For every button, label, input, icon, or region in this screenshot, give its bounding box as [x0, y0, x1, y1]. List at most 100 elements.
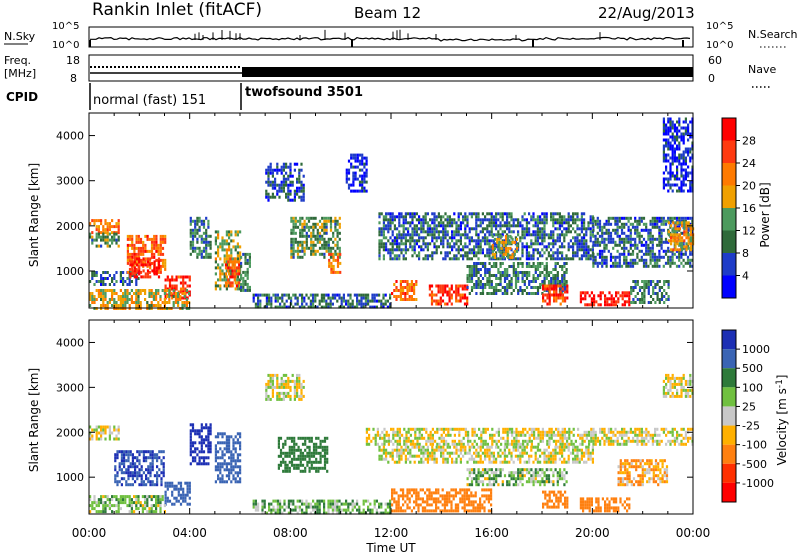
- heatmap-cell: [413, 224, 416, 228]
- heatmap-cell: [307, 246, 311, 250]
- heatmap-cell: [202, 456, 206, 460]
- heatmap-cell: [543, 239, 546, 243]
- heatmap-cell: [230, 456, 233, 460]
- heatmap-cell: [462, 233, 465, 237]
- heatmap-cell: [678, 147, 681, 151]
- heatmap-cell: [497, 230, 500, 234]
- heatmap-cell: [217, 456, 220, 460]
- heatmap-cell: [323, 228, 326, 232]
- heatmap-cell: [380, 242, 383, 246]
- heatmap-cell: [334, 237, 337, 241]
- heatmap-cell: [404, 295, 407, 298]
- heatmap-cell: [398, 212, 401, 216]
- heatmap-cell: [164, 278, 167, 282]
- heatmap-cell: [385, 215, 388, 219]
- heatmap-cell: [683, 224, 686, 228]
- heatmap-cell: [271, 186, 274, 190]
- nsky-tick-bottom: 10^0: [52, 40, 79, 51]
- heatmap-cell: [301, 234, 304, 238]
- heatmap-cell: [631, 237, 635, 241]
- heatmap-cell: [106, 304, 109, 307]
- heatmap-cell: [550, 280, 553, 283]
- heatmap-cell: [334, 225, 337, 229]
- heatmap-cell: [583, 218, 586, 222]
- heatmap-cell: [400, 239, 403, 243]
- heatmap-cell: [393, 283, 396, 286]
- heatmap-cell: [669, 171, 672, 175]
- heatmap-cell: [459, 233, 462, 237]
- heatmap-cell: [541, 218, 544, 222]
- heatmap-cell: [171, 484, 174, 488]
- heatmap-cell: [563, 286, 566, 289]
- heatmap-cell: [672, 236, 675, 240]
- heatmap-cell: [122, 280, 125, 283]
- heatmap-cell: [144, 243, 147, 247]
- heatmap-cell: [670, 233, 673, 237]
- heatmap-cell: [550, 218, 553, 222]
- heatmap-cell: [607, 216, 610, 220]
- heatmap-cell: [131, 471, 134, 475]
- heatmap-cell: [530, 233, 533, 237]
- heatmap-cell: [404, 233, 407, 237]
- heatmap-cell: [466, 296, 469, 300]
- heatmap-cell: [629, 261, 632, 265]
- heatmap-cell: [282, 373, 285, 377]
- heatmap-cell: [318, 225, 322, 229]
- heatmap-cell: [618, 234, 621, 238]
- heatmap-cell: [117, 222, 120, 226]
- heatmap-cell: [314, 293, 317, 297]
- heatmap-cell: [230, 254, 233, 258]
- heatmap-cell: [232, 465, 235, 469]
- heatmap-cell: [202, 450, 206, 454]
- heatmap-cell: [166, 496, 169, 500]
- heatmap-cell: [232, 453, 235, 457]
- heatmap-cell: [398, 245, 401, 249]
- heatmap-cell: [209, 255, 212, 259]
- heatmap-cell: [232, 477, 235, 481]
- heatmap-cell: [122, 292, 125, 295]
- heatmap-cell: [682, 183, 685, 187]
- heatmap-cell: [426, 212, 429, 216]
- heatmap-cell: [504, 249, 508, 253]
- heatmap-cell: [539, 218, 542, 222]
- heatmap-cell: [528, 227, 531, 231]
- heatmap-cell: [302, 192, 305, 196]
- heatmap-cell: [281, 296, 284, 300]
- heatmap-cell: [662, 255, 665, 259]
- heatmap-cell: [271, 183, 274, 187]
- heatmap-cell: [641, 280, 644, 283]
- heatmap-cell: [539, 215, 542, 219]
- heatmap-cell: [310, 246, 313, 250]
- heatmap-cell: [292, 216, 295, 220]
- heatmap-cell: [658, 228, 661, 232]
- heatmap-cell: [396, 227, 399, 231]
- heatmap-cell: [653, 225, 657, 229]
- heatmap-cell: [499, 283, 502, 286]
- heatmap-cell: [378, 233, 381, 237]
- nsearch-tick-bottom: 10^0: [706, 40, 733, 51]
- heatmap-cell: [214, 284, 217, 288]
- heatmap-cell: [298, 168, 301, 172]
- heatmap-cell: [182, 487, 185, 491]
- heatmap-cell: [682, 258, 685, 262]
- heatmap-cell: [569, 215, 572, 219]
- heatmap-cell: [95, 298, 98, 301]
- heatmap-cell: [550, 230, 553, 234]
- heatmap-cell: [623, 261, 626, 265]
- heatmap-cell: [523, 233, 526, 237]
- heatmap-cell: [558, 251, 561, 255]
- heatmap-cell: [411, 239, 414, 243]
- heatmap-cell: [670, 236, 673, 240]
- heatmap-cell: [117, 425, 120, 429]
- heatmap-cell: [108, 244, 111, 248]
- heatmap-cell: [287, 376, 290, 380]
- heatmap-cell: [620, 237, 624, 241]
- heatmap-cell: [521, 224, 524, 228]
- heatmap-cell: [542, 296, 545, 300]
- heatmap-cell: [104, 431, 107, 435]
- heatmap-cell: [605, 243, 608, 247]
- heatmap-cell: [671, 120, 674, 124]
- heatmap-cell: [115, 280, 118, 283]
- heatmap-cell: [468, 257, 471, 261]
- heatmap-cell: [542, 287, 545, 291]
